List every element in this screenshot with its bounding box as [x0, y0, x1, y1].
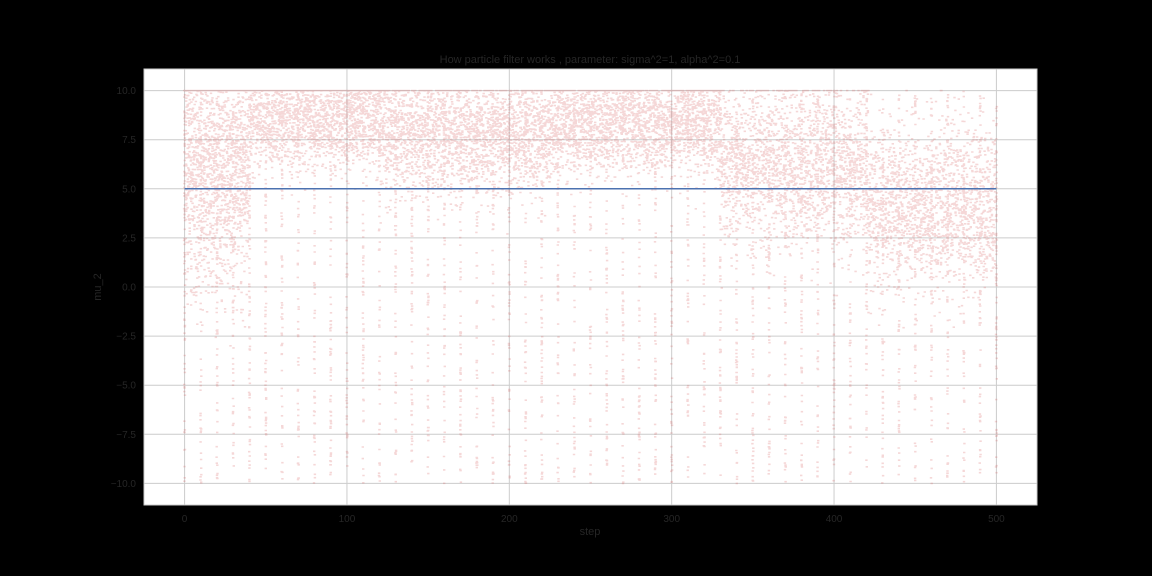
x-tick-label: 0: [182, 514, 188, 525]
x-tick-label: 400: [826, 514, 843, 525]
y-tick-label: 0.0: [122, 283, 136, 294]
x-tick-label: 500: [988, 514, 1005, 525]
y-tick-label: −7.5: [116, 430, 136, 441]
y-tick-label: −10.0: [111, 479, 137, 490]
x-axis-ticks: 0 100 200 300 400 500: [182, 514, 1005, 525]
x-tick-label: 100: [339, 514, 356, 525]
chart-title: How particle filter works , parameter: s…: [440, 54, 741, 66]
y-tick-label: 10.0: [117, 86, 137, 97]
particle-points: [182, 89, 999, 485]
y-tick-label: −2.5: [116, 332, 136, 343]
particles: [182, 89, 999, 485]
y-tick-label: 5.0: [122, 184, 136, 195]
y-axis-ticks: −10.0 −7.5 −5.0 −2.5 0.0 2.5 5.0 7.5 10.0: [111, 86, 137, 490]
x-axis-label: step: [580, 526, 601, 538]
y-tick-label: −5.0: [116, 381, 136, 392]
y-axis-label: mu_2: [92, 273, 104, 301]
grid: [144, 69, 1037, 505]
y-tick-label: 2.5: [122, 233, 136, 244]
y-tick-label: 7.5: [122, 135, 136, 146]
x-tick-label: 200: [501, 514, 518, 525]
x-tick-label: 300: [663, 514, 680, 525]
plot-frame: [143, 68, 1038, 506]
